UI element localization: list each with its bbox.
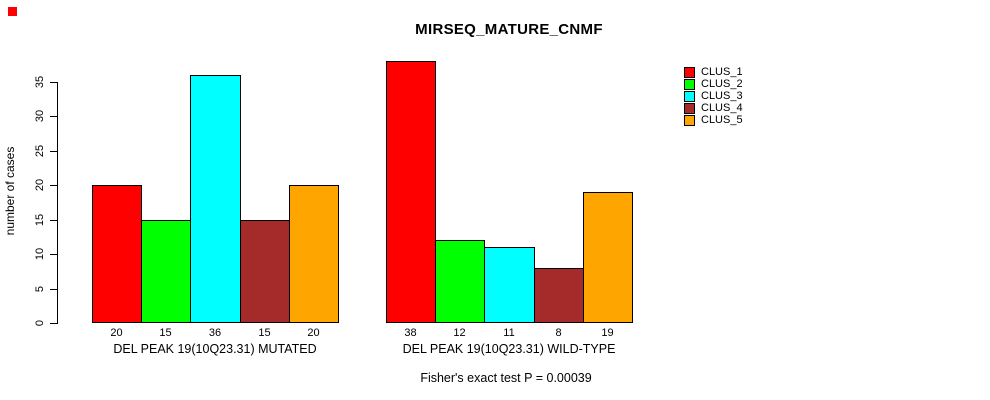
y-tick-label: 20 <box>34 178 46 192</box>
bar-value-label: 12 <box>453 327 466 339</box>
y-tick-label: 35 <box>34 75 46 89</box>
bar-value-label: 15 <box>258 327 271 339</box>
legend-entry-clus_5: CLUS_5 <box>684 114 743 126</box>
x-axis-group-label: DEL PEAK 19(10Q23.31) WILD-TYPE <box>402 342 616 356</box>
bar-value-label: 20 <box>307 327 320 339</box>
y-axis-tick <box>50 116 57 117</box>
legend-label: CLUS_1 <box>701 66 743 78</box>
legend-label: CLUS_3 <box>701 90 743 102</box>
bar-clus_2-group2 <box>435 240 485 323</box>
legend-swatch-icon <box>684 78 695 90</box>
bar-clus_3-group1 <box>190 75 241 323</box>
y-tick-label: 5 <box>34 285 46 293</box>
y-tick-label: 15 <box>34 213 46 227</box>
x-axis-group-label: DEL PEAK 19(10Q23.31) MUTATED <box>113 342 317 356</box>
y-axis-tick <box>50 185 57 186</box>
bar-value-label: 8 <box>555 327 562 339</box>
legend-swatch-icon <box>684 66 695 78</box>
y-axis-tick <box>50 82 57 83</box>
y-tick-label: 10 <box>34 247 46 261</box>
bar-value-label: 15 <box>159 327 172 339</box>
bar-value-label: 20 <box>110 327 123 339</box>
bar-clus_3-group2 <box>484 247 535 323</box>
bar-value-label: 19 <box>601 327 614 339</box>
y-axis-tick <box>50 220 57 221</box>
legend-label: CLUS_5 <box>701 114 743 126</box>
y-axis-tick <box>50 151 57 152</box>
bar-value-label: 11 <box>503 327 515 339</box>
legend-swatch-icon <box>684 90 695 102</box>
fisher-test-annotation: Fisher's exact test P = 0.00039 <box>420 371 592 385</box>
bar-clus_4-group1 <box>240 220 290 323</box>
legend-entry-clus_3: CLUS_3 <box>684 90 743 102</box>
y-axis-tick <box>50 323 57 324</box>
y-axis-line <box>57 82 58 324</box>
bar-clus_2-group1 <box>141 220 191 323</box>
legend-entry-clus_2: CLUS_2 <box>684 78 743 90</box>
bar-clus_4-group2 <box>534 268 584 323</box>
legend-label: CLUS_2 <box>701 78 743 90</box>
y-axis-title: number of cases <box>3 146 17 236</box>
legend-swatch-icon <box>684 114 695 126</box>
bar-value-label: 38 <box>404 327 417 339</box>
significance-marker <box>8 7 17 16</box>
bar-clus_1-group2 <box>386 61 436 323</box>
y-tick-label: 0 <box>34 319 46 327</box>
bar-clus_5-group1 <box>289 185 339 323</box>
chart-title: MIRSEQ_MATURE_CNMF <box>415 21 603 38</box>
bar-value-label: 36 <box>208 327 222 339</box>
bar-clus_1-group1 <box>92 185 142 323</box>
y-axis-tick <box>50 289 57 290</box>
legend-entry-clus_4: CLUS_4 <box>684 102 743 114</box>
bar-clus_5-group2 <box>583 192 633 323</box>
legend: CLUS_1 CLUS_2 CLUS_3 CLUS_4 CLUS_5 <box>684 66 743 126</box>
legend-entry-clus_1: CLUS_1 <box>684 66 743 78</box>
legend-label: CLUS_4 <box>701 102 743 114</box>
y-tick-label: 30 <box>34 109 46 123</box>
y-tick-label: 25 <box>34 144 46 158</box>
legend-swatch-icon <box>684 102 695 114</box>
y-axis-tick <box>50 254 57 255</box>
